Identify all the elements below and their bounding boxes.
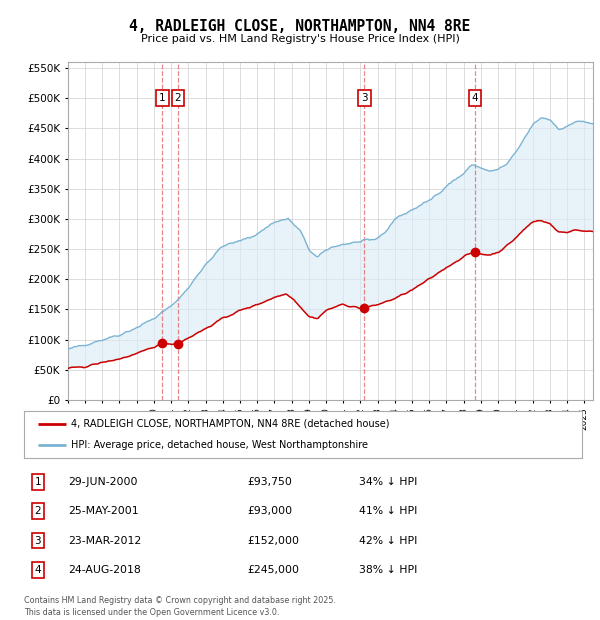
Text: Price paid vs. HM Land Registry's House Price Index (HPI): Price paid vs. HM Land Registry's House … (140, 34, 460, 44)
Text: £93,750: £93,750 (247, 477, 292, 487)
Text: HPI: Average price, detached house, West Northamptonshire: HPI: Average price, detached house, West… (71, 440, 368, 450)
Text: Contains HM Land Registry data © Crown copyright and database right 2025.
This d: Contains HM Land Registry data © Crown c… (24, 596, 336, 618)
Text: 3: 3 (35, 536, 41, 546)
Text: 24-AUG-2018: 24-AUG-2018 (68, 565, 142, 575)
Text: £93,000: £93,000 (247, 506, 292, 516)
Text: 41% ↓ HPI: 41% ↓ HPI (359, 506, 417, 516)
Text: 29-JUN-2000: 29-JUN-2000 (68, 477, 138, 487)
Text: 4, RADLEIGH CLOSE, NORTHAMPTON, NN4 8RE: 4, RADLEIGH CLOSE, NORTHAMPTON, NN4 8RE (130, 19, 470, 33)
Text: 4: 4 (35, 565, 41, 575)
Text: £245,000: £245,000 (247, 565, 299, 575)
Text: 4, RADLEIGH CLOSE, NORTHAMPTON, NN4 8RE (detached house): 4, RADLEIGH CLOSE, NORTHAMPTON, NN4 8RE … (71, 418, 390, 428)
Text: 2: 2 (175, 93, 181, 103)
Text: 4: 4 (472, 93, 478, 103)
Text: 3: 3 (361, 93, 368, 103)
Text: 2: 2 (35, 506, 41, 516)
Text: 1: 1 (159, 93, 166, 103)
Text: 1: 1 (35, 477, 41, 487)
Text: 23-MAR-2012: 23-MAR-2012 (68, 536, 142, 546)
Text: 25-MAY-2001: 25-MAY-2001 (68, 506, 139, 516)
Text: 42% ↓ HPI: 42% ↓ HPI (359, 536, 417, 546)
Text: 34% ↓ HPI: 34% ↓ HPI (359, 477, 417, 487)
Text: £152,000: £152,000 (247, 536, 299, 546)
Text: 38% ↓ HPI: 38% ↓ HPI (359, 565, 417, 575)
